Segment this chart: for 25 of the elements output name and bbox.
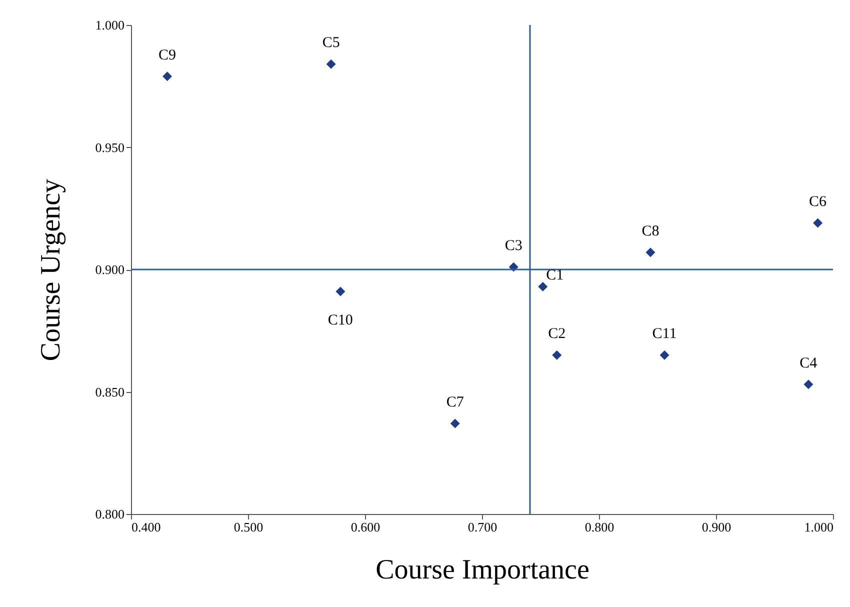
y-tick-label: 1.000	[95, 18, 124, 32]
x-tick-label: 0.600	[350, 520, 380, 534]
x-tick-label: 0.900	[702, 520, 732, 534]
annotation: C8	[642, 223, 660, 240]
annotation: C9	[158, 47, 176, 64]
x-tick-label: 0.500	[234, 520, 264, 534]
annotation: C5	[322, 35, 340, 52]
x-tick-label: 1.000	[804, 520, 834, 534]
annotation: C6	[809, 194, 828, 210]
annotation: C2	[548, 326, 566, 342]
annotation: C10	[328, 312, 353, 329]
annotation: C7	[446, 394, 464, 411]
x-tick-label: 0.700	[468, 520, 498, 534]
annotation: C1	[546, 268, 564, 284]
y-tick-label: 0.900	[95, 262, 124, 277]
annotation: C4	[800, 355, 818, 372]
y-tick-label: 0.850	[95, 384, 124, 400]
annotation: C11	[652, 326, 677, 342]
y-tick-label: 0.950	[95, 140, 124, 155]
x-tick-label: 0.800	[584, 520, 614, 534]
annotation: C3	[504, 238, 522, 254]
y-axis-title: Course Urgency	[35, 178, 66, 362]
x-axis-title: Course Importance	[376, 554, 590, 586]
y-tick-label: 0.800	[95, 506, 124, 522]
x-tick-label: 0.400	[132, 520, 161, 534]
